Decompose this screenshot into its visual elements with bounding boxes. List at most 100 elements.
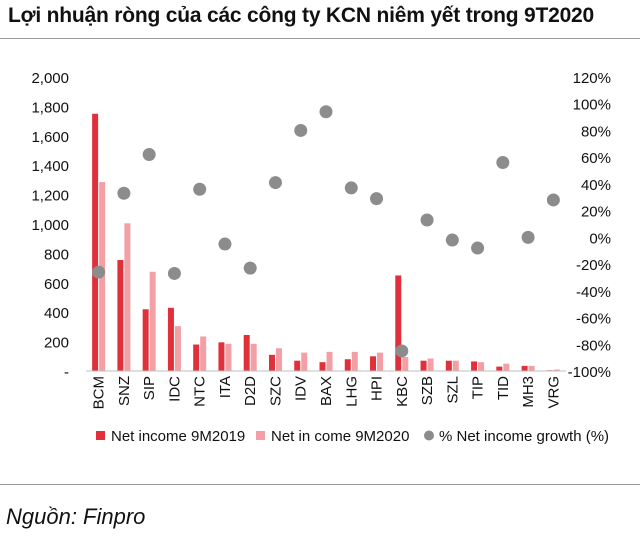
legend-swatch-1 <box>256 431 265 440</box>
bar-9m2020-sip <box>149 271 156 371</box>
right-axis-tick-label: -100% <box>568 364 611 381</box>
right-axis-tick-label: 40% <box>581 177 611 194</box>
category-label-sip: SIP <box>141 376 158 400</box>
growth-point-lhg <box>344 181 358 195</box>
chart-title: Lợi nhuận ròng của các công ty KCN niêm … <box>8 4 595 27</box>
bar-9m2019-bax <box>319 362 326 371</box>
bar-9m2019-mh3 <box>521 365 528 371</box>
growth-point-idc <box>167 266 181 280</box>
category-label-szl: SZL <box>444 376 461 404</box>
legend-label-1: Net in come 9M2020 <box>271 428 409 445</box>
growth-point-tip <box>471 241 485 255</box>
category-label-vrg: VRG <box>545 376 562 409</box>
right-axis-tick-label: -60% <box>576 311 611 328</box>
category-label-kbc: KBC <box>394 376 411 407</box>
right-axis-tick-label: 20% <box>581 204 611 221</box>
right-axis-tick-label: 0% <box>589 230 611 247</box>
bar-9m2020-tip <box>478 362 485 371</box>
growth-point-szl <box>445 233 459 247</box>
category-label-ntc: NTC <box>192 376 209 407</box>
growth-point-mh3 <box>521 230 535 244</box>
bar-9m2019-ntc <box>193 344 200 371</box>
bar-9m2019-ita <box>218 342 225 371</box>
growth-point-ita <box>218 237 232 251</box>
growth-point-sip <box>142 148 156 162</box>
left-axis-tick-label: 1,800 <box>31 99 69 116</box>
category-label-idv: IDV <box>293 376 310 401</box>
left-axis-tick-label: 600 <box>44 276 69 293</box>
left-axis-tick-label: 1,000 <box>31 217 69 234</box>
footer-divider <box>0 484 640 485</box>
category-label-szb: SZB <box>419 376 436 405</box>
left-axis-tick-label: 2,000 <box>31 70 69 87</box>
bar-9m2020-kbc <box>402 357 409 371</box>
growth-point-tid <box>496 156 510 170</box>
growth-point-idv <box>294 123 308 137</box>
bar-9m2020-idc <box>174 326 181 371</box>
left-axis-tick-label: - <box>64 364 69 381</box>
bar-9m2019-lhg <box>344 359 351 371</box>
bar-9m2019-tid <box>496 366 503 371</box>
category-label-snz: SNZ <box>116 376 133 406</box>
bar-9m2020-szc <box>275 348 282 371</box>
growth-point-bcm <box>92 265 106 279</box>
bar-9m2019-idv <box>294 360 301 371</box>
bar-9m2019-idc <box>167 307 174 371</box>
bar-9m2020-mh3 <box>528 365 535 371</box>
bar-9m2019-szl <box>445 360 452 371</box>
right-axis-tick-label: -40% <box>576 284 611 301</box>
left-axis-tick-label: 800 <box>44 246 69 263</box>
bar-9m2019-szb <box>420 360 427 371</box>
right-axis-tick-label: 100% <box>573 97 611 114</box>
combo-chart: - 200 400 600 800 1,000 1,200 1,400 1,600 1,800 2,… <box>31 70 611 445</box>
category-label-hpi: HPI <box>369 376 386 401</box>
left-axis-tick-label: 1,600 <box>31 129 69 146</box>
legend-label-0: Net income 9M2019 <box>111 428 245 445</box>
left-axis-tick-label: 400 <box>44 305 69 322</box>
category-label-mh3: MH3 <box>520 376 537 408</box>
category-label-ita: ITA <box>217 376 234 398</box>
growth-point-ntc <box>193 182 207 196</box>
bar-9m2019-tip <box>471 361 478 371</box>
category-label-tip: TIP <box>470 376 487 399</box>
left-axis-tick-label: 1,200 <box>31 188 69 205</box>
growth-point-vrg <box>546 193 560 207</box>
bar-9m2020-vrg <box>553 369 560 371</box>
category-label-bax: BAX <box>318 376 335 406</box>
growth-point-kbc <box>395 344 409 358</box>
growth-point-hpi <box>370 192 384 206</box>
growth-point-szb <box>420 213 434 227</box>
source-note: Nguồn: Finpro <box>6 504 146 529</box>
bar-9m2019-snz <box>117 260 124 371</box>
category-label-szc: SZC <box>267 376 284 406</box>
bar-9m2019-bcm <box>92 113 99 371</box>
bar-9m2020-szb <box>427 358 434 371</box>
left-axis-tick-label: 1,400 <box>31 158 69 175</box>
title-divider <box>0 38 640 39</box>
legend-swatch-2 <box>424 430 434 441</box>
bar-9m2019-kbc <box>395 275 402 371</box>
bar-9m2020-ntc <box>200 336 207 371</box>
bar-9m2020-bax <box>326 351 333 371</box>
right-axis-tick-label: 60% <box>581 150 611 167</box>
right-axis-tick-label: -20% <box>576 257 611 274</box>
growth-point-snz <box>117 186 131 200</box>
bar-9m2020-hpi <box>377 352 384 371</box>
bar-9m2020-idv <box>301 352 308 371</box>
legend-swatch-0 <box>96 431 105 440</box>
category-label-bcm: BCM <box>91 376 108 409</box>
category-label-lhg: LHG <box>343 376 360 407</box>
bar-9m2019-sip <box>142 309 149 371</box>
left-axis-tick-label: 200 <box>44 335 69 352</box>
category-label-idc: IDC <box>166 376 183 402</box>
bar-9m2020-ita <box>225 343 232 371</box>
category-label-tid: TID <box>495 376 512 400</box>
bar-9m2019-szc <box>268 354 275 371</box>
growth-point-d2d <box>243 261 257 275</box>
legend-label-2: % Net income growth (%) <box>439 428 609 445</box>
bar-9m2020-szl <box>452 360 459 371</box>
right-axis-tick-label: -80% <box>576 337 611 354</box>
bar-9m2020-snz <box>124 223 131 371</box>
growth-point-bax <box>319 105 333 119</box>
right-axis-tick-label: 80% <box>581 123 611 140</box>
